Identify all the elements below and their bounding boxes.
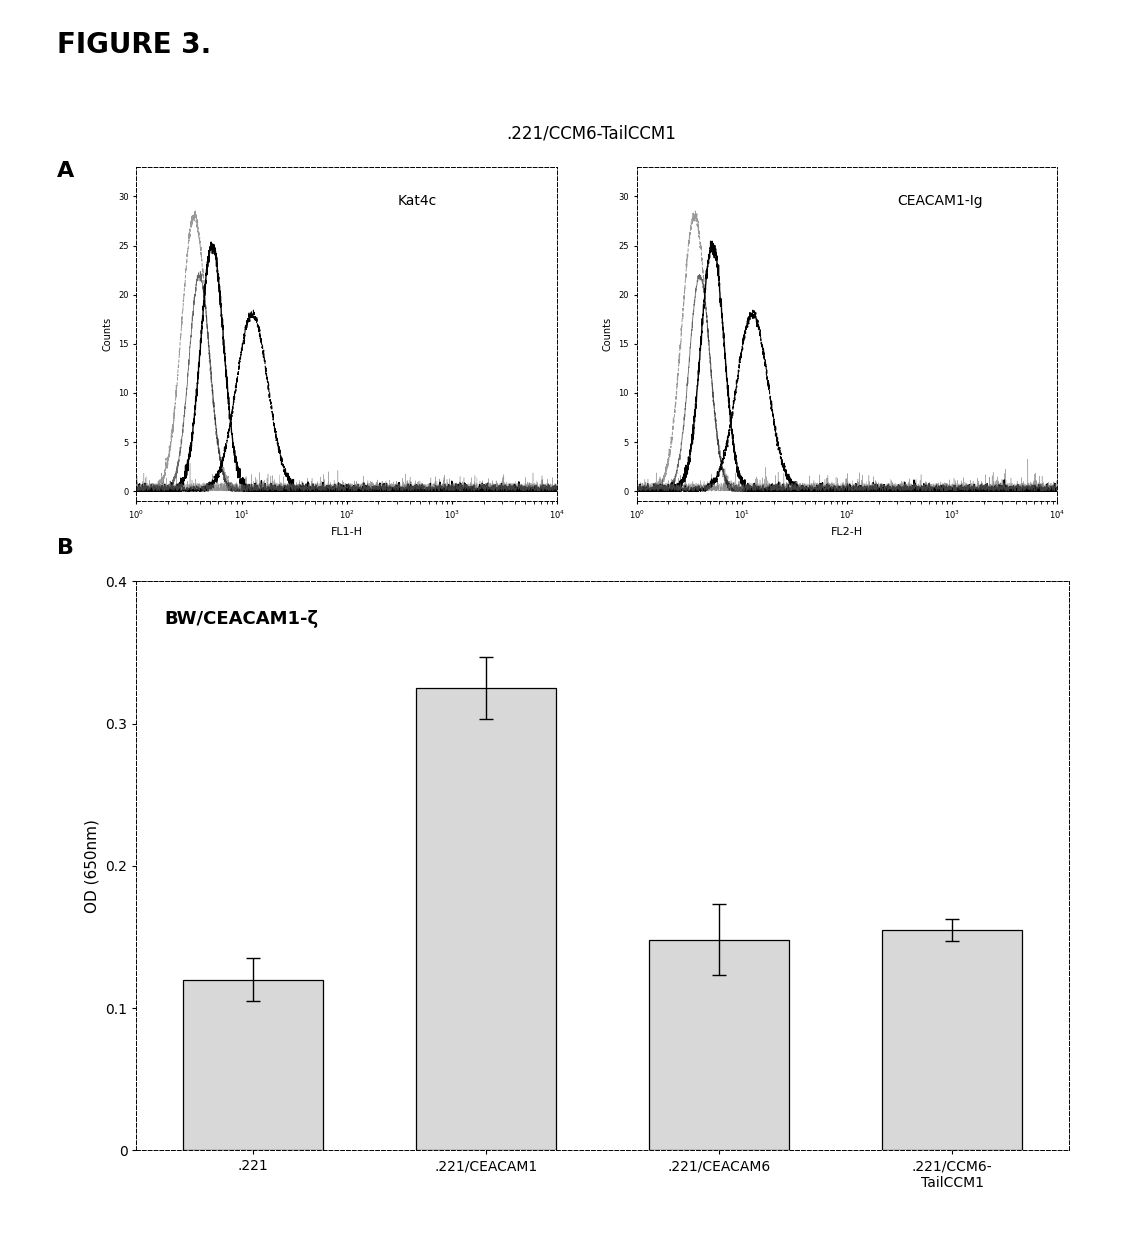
Text: B: B [57,538,74,558]
Bar [416,688,556,1150]
Text: FIGURE 3.: FIGURE 3. [57,31,211,59]
Text: Kat4c: Kat4c [397,194,437,208]
Bar [882,930,1022,1150]
X-axis label: FL1-H: FL1-H [331,527,363,537]
Text: BW/CEACAM1-ζ: BW/CEACAM1-ζ [165,610,318,628]
Y-axis label: OD (650nm): OD (650nm) [85,819,100,913]
X-axis label: FL2-H: FL2-H [831,527,863,537]
Bar [183,980,323,1150]
Text: .221/CCM6-TailCCM1: .221/CCM6-TailCCM1 [506,124,677,142]
Bar [649,940,789,1150]
Text: A: A [57,161,74,181]
Y-axis label: Counts: Counts [102,317,113,351]
Text: CEACAM1-Ig: CEACAM1-Ig [897,194,984,208]
Y-axis label: Counts: Counts [603,317,613,351]
